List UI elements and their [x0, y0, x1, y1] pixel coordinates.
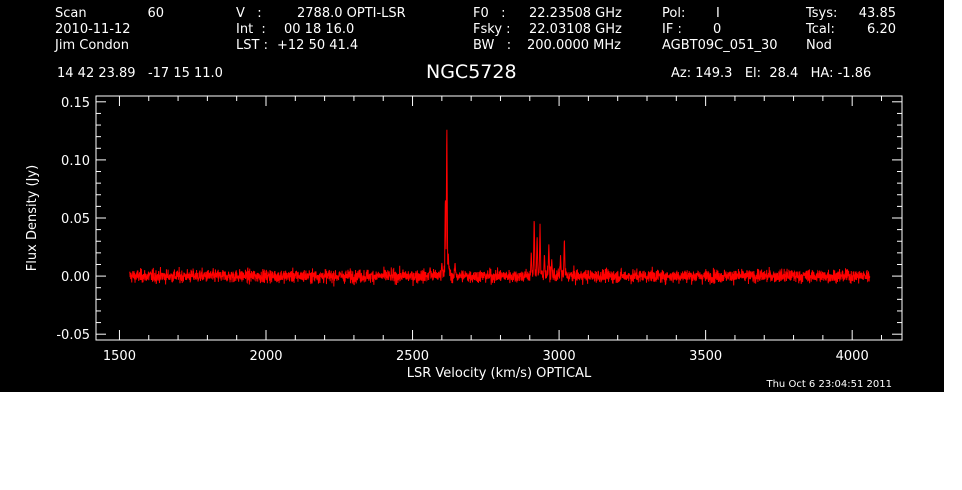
y-tick-label: 0.15	[61, 96, 90, 111]
source-coordinates: 14 42 23.89 -17 15 11.0	[57, 66, 223, 81]
spectrum-chart: 1500 2000 2500 3000 3500 4000 -0.05 0.00 0.05 0.1…	[25, 95, 903, 381]
observer-name: Jim Condon	[55, 38, 129, 53]
tcal-label: Tcal:	[806, 22, 835, 37]
pointing-info: Az: 149.3 El: 28.4 HA: -1.86	[671, 66, 872, 81]
integration-value: 00 18 16.0	[284, 22, 355, 37]
x-tick-label: 3500	[689, 349, 722, 364]
if-value: 0	[713, 22, 722, 37]
y-tick-label: 0.05	[61, 212, 90, 227]
plot-frame	[95, 95, 903, 341]
pol-value: I	[716, 6, 720, 21]
x-tick-label: 2500	[396, 349, 429, 364]
x-axis-label: LSR Velocity (km/s) OPTICAL	[407, 366, 592, 381]
spectrum-series-line	[129, 129, 871, 287]
object-name: NGC5728	[426, 61, 517, 83]
tsys-label: Tsys:	[806, 6, 838, 21]
tsys-value: 43.85	[858, 6, 896, 21]
y-axis-label: Flux Density (Jy)	[25, 165, 40, 271]
lst-label: LST :	[236, 38, 268, 53]
scan-label: Scan	[55, 6, 87, 21]
spectrum-panel: Scan 60 2010-11-12 Jim Condon V : 2788.0…	[0, 0, 944, 392]
x-tick-label: 1500	[103, 349, 136, 364]
project-id: AGBT09C_051_30	[662, 38, 778, 53]
x-tick-label: 3000	[543, 349, 576, 364]
y-tick-label: -0.05	[56, 328, 90, 343]
lst-value: +12 50 41.4	[277, 38, 359, 53]
tcal-value: 6.20	[867, 22, 896, 37]
fsky-label: Fsky :	[473, 22, 511, 37]
scan-number: 60	[147, 6, 164, 21]
y-tick-label: 0.10	[61, 154, 90, 169]
y-tick-label: 0.00	[61, 270, 90, 285]
timestamp: Thu Oct 6 23:04:51 2011	[766, 379, 892, 390]
velocity-value: 2788.0 OPTI-LSR	[297, 6, 406, 21]
f0-value: 22.23508 GHz	[529, 6, 622, 21]
integration-label: Int :	[236, 22, 266, 37]
f0-label: F0 :	[473, 6, 506, 21]
x-tick-label: 2000	[249, 349, 282, 364]
switching-mode: Nod	[806, 38, 832, 53]
bandwidth-label: BW :	[473, 38, 512, 53]
if-label: IF :	[662, 22, 682, 37]
observation-date: 2010-11-12	[55, 22, 131, 37]
bandwidth-value: 200.0000 MHz	[527, 38, 621, 53]
pol-label: Pol:	[662, 6, 686, 21]
x-tick-label: 4000	[836, 349, 869, 364]
velocity-label: V :	[236, 6, 262, 21]
fsky-value: 22.03108 GHz	[529, 22, 622, 37]
